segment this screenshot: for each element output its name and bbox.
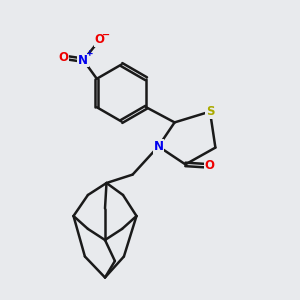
Text: O: O — [204, 159, 214, 172]
Text: O: O — [58, 51, 68, 64]
Text: O: O — [95, 33, 105, 46]
Text: −: − — [102, 29, 110, 39]
Text: N: N — [78, 54, 88, 67]
Text: N: N — [153, 140, 164, 153]
Text: S: S — [206, 105, 214, 118]
Text: +: + — [85, 49, 93, 58]
